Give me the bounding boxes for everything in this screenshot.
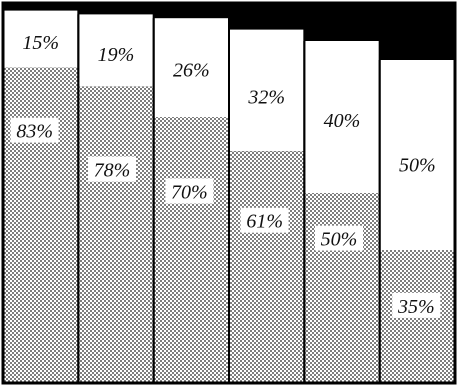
- bar-label-bottom: 50%: [321, 229, 358, 251]
- bar-segment-bottom: [305, 193, 379, 383]
- bar-label-bottom: 78%: [94, 160, 131, 182]
- labels-group: 15% 83% 19% 78% 26% 70% 32% 61% 40% 50% 50% 35%: [10, 32, 441, 318]
- bar-label-middle: 32%: [247, 86, 285, 108]
- bar-segment-bottom: [154, 117, 228, 383]
- bar-segment-middle: [154, 18, 228, 118]
- bar-label-middle: 40%: [324, 110, 361, 132]
- bar-label-bottom-backing: [315, 225, 363, 251]
- bar-label-bottom: 61%: [246, 211, 283, 233]
- bars-group: [4, 10, 454, 383]
- bar-label-middle: 50%: [399, 155, 436, 177]
- bar-segment-bottom: [79, 86, 153, 383]
- bar-segment-middle: [4, 10, 78, 68]
- bar-label-bottom: 35%: [397, 296, 435, 318]
- bar-segment-bottom: [230, 151, 304, 383]
- bar-label-bottom-backing: [88, 156, 136, 182]
- bar-label-bottom-backing: [165, 178, 214, 204]
- bar-label-middle: 15%: [22, 32, 59, 54]
- bar-segment-middle: [380, 60, 454, 250]
- bar-segment-middle: [230, 29, 304, 152]
- bar-segment-middle: [79, 14, 153, 87]
- bar-label-middle: 19%: [98, 44, 135, 66]
- bar-segment-middle: [305, 41, 379, 193]
- bar-label-bottom: 83%: [16, 121, 53, 143]
- bar-label-middle: 26%: [173, 60, 210, 82]
- bar-label-bottom-backing: [392, 292, 441, 318]
- bar-segment-bottom: [4, 67, 78, 383]
- bar-label-bottom: 70%: [171, 181, 208, 203]
- bar-label-bottom-backing: [10, 117, 59, 143]
- bar-label-bottom-backing: [240, 207, 289, 233]
